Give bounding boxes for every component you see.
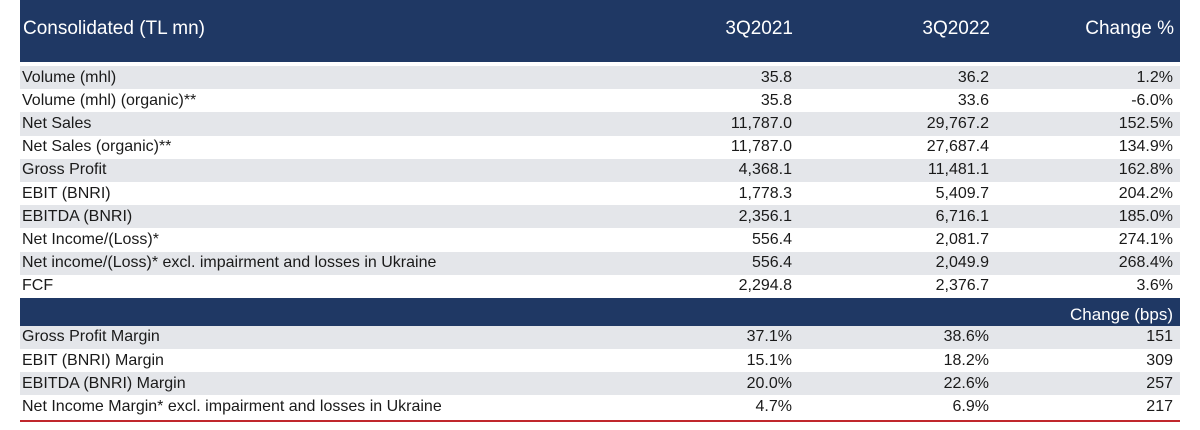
row-change: 217: [1146, 398, 1173, 416]
table-header: Consolidated (TL mn) 3Q2021 3Q2022 Chang…: [20, 0, 1180, 62]
row-label: Net income/(Loss)* excl. impairment and …: [22, 254, 437, 272]
row-value-3q2021: 1,778.3: [738, 184, 792, 202]
row-value-3q2022: 2,049.9: [935, 254, 989, 272]
row-value-3q2022: 27,687.4: [926, 138, 989, 156]
row-value-3q2022: 6.9%: [952, 398, 989, 416]
row-value-3q2021: 20.0%: [746, 374, 792, 392]
sub-header-change-bps: Change (bps): [1069, 304, 1173, 324]
margin-rows: Gross Profit Margin 37.1% 38.6% 151 EBIT…: [20, 325, 1180, 419]
row-value-3q2021: 15.1%: [746, 351, 792, 369]
row-label: Net Sales: [22, 114, 92, 132]
header-col-3q2021: 3Q2021: [725, 18, 793, 39]
header-label: Consolidated (TL mn): [23, 18, 205, 39]
row-label: Volume (mhl): [22, 68, 117, 86]
row-change: 162.8%: [1118, 161, 1173, 179]
row-value-3q2022: 38.6%: [943, 328, 989, 346]
row-change: 134.9%: [1118, 138, 1173, 156]
row-label: Gross Profit Margin: [22, 328, 160, 346]
row-value-3q2021: 2,294.8: [738, 277, 792, 295]
header-col-change: Change %: [1085, 18, 1174, 39]
table-row: EBIT (BNRI) Margin 15.1% 18.2% 309: [20, 349, 1180, 373]
row-label: EBITDA (BNRI): [22, 207, 133, 225]
row-value-3q2022: 18.2%: [943, 351, 989, 369]
row-value-3q2021: 556.4: [751, 254, 792, 272]
row-change: 151: [1146, 328, 1173, 346]
row-change: 268.4%: [1118, 254, 1173, 272]
table-row: Net Income/(Loss)* 556.4 2,081.7 274.1%: [20, 228, 1180, 252]
row-label: EBIT (BNRI) Margin: [22, 351, 164, 369]
row-change: 185.0%: [1118, 207, 1173, 225]
row-value-3q2021: 35.8: [760, 68, 792, 86]
table-row: Net Sales (organic)** 11,787.0 27,687.4 …: [20, 135, 1180, 159]
bottom-rule: [20, 420, 1180, 422]
row-value-3q2022: 11,481.1: [927, 161, 989, 179]
row-change: 274.1%: [1118, 230, 1173, 248]
row-change: 152.5%: [1118, 114, 1173, 132]
row-value-3q2021: 11,787.0: [730, 138, 792, 156]
table-row: EBIT (BNRI) 1,778.3 5,409.7 204.2%: [20, 181, 1180, 206]
row-change: 257: [1146, 374, 1173, 392]
table-row: Volume (mhl) (organic)** 35.8 33.6 -6.0%: [20, 89, 1180, 113]
row-value-3q2021: 4.7%: [755, 398, 792, 416]
table-row: Net Income Margin* excl. impairment and …: [20, 395, 1180, 419]
financial-summary-table: Consolidated (TL mn) 3Q2021 3Q2022 Chang…: [20, 0, 1180, 419]
row-value-3q2021: 11,787.0: [730, 114, 792, 132]
row-change: 1.2%: [1136, 68, 1173, 86]
margin-section-header: Change (bps): [20, 297, 1180, 326]
row-value-3q2021: 35.8: [760, 91, 792, 109]
row-value-3q2021: 4,368.1: [738, 161, 792, 179]
row-change: 3.6%: [1136, 277, 1173, 295]
row-label: FCF: [22, 277, 54, 295]
row-label: Net Income/(Loss)*: [22, 230, 159, 248]
table-row: Gross Profit Margin 37.1% 38.6% 151: [20, 325, 1180, 350]
row-label: EBITDA (BNRI) Margin: [22, 374, 186, 392]
main-rows: Volume (mhl) 35.8 36.2 1.2% Volume (mhl)…: [20, 66, 1180, 298]
row-value-3q2022: 6,716.1: [935, 207, 989, 225]
header-col-3q2022: 3Q2022: [922, 18, 990, 39]
table-row: EBITDA (BNRI) Margin 20.0% 22.6% 257: [20, 372, 1180, 396]
row-value-3q2021: 2,356.1: [738, 207, 792, 225]
table-row: Volume (mhl) 35.8 36.2 1.2%: [20, 66, 1180, 90]
row-value-3q2022: 33.6: [957, 91, 989, 109]
row-label: Volume (mhl) (organic)**: [22, 91, 197, 109]
row-label: Net Sales (organic)**: [22, 138, 172, 156]
row-value-3q2022: 2,081.7: [935, 230, 989, 248]
table-row: Net income/(Loss)* excl. impairment and …: [20, 251, 1180, 275]
row-value-3q2022: 22.6%: [943, 374, 989, 392]
row-label: EBIT (BNRI): [22, 184, 111, 202]
row-value-3q2022: 36.2: [957, 68, 989, 86]
row-value-3q2022: 5,409.7: [935, 184, 989, 202]
table-row: FCF 2,294.8 2,376.7 3.6%: [20, 274, 1180, 298]
table-row: EBITDA (BNRI) 2,356.1 6,716.1 185.0%: [20, 205, 1180, 229]
row-change: 309: [1146, 351, 1173, 369]
row-change: 204.2%: [1118, 184, 1173, 202]
row-value-3q2021: 556.4: [751, 230, 792, 248]
row-change: -6.0%: [1131, 91, 1173, 109]
row-value-3q2022: 29,767.2: [926, 114, 989, 132]
table-row: Net Sales 11,787.0 29,767.2 152.5%: [20, 112, 1180, 136]
row-label: Net Income Margin* excl. impairment and …: [22, 398, 442, 416]
row-value-3q2022: 2,376.7: [935, 277, 989, 295]
row-label: Gross Profit: [22, 161, 107, 179]
row-value-3q2021: 37.1%: [746, 328, 792, 346]
table-row: Gross Profit 4,368.1 11,481.1 162.8%: [20, 158, 1180, 182]
